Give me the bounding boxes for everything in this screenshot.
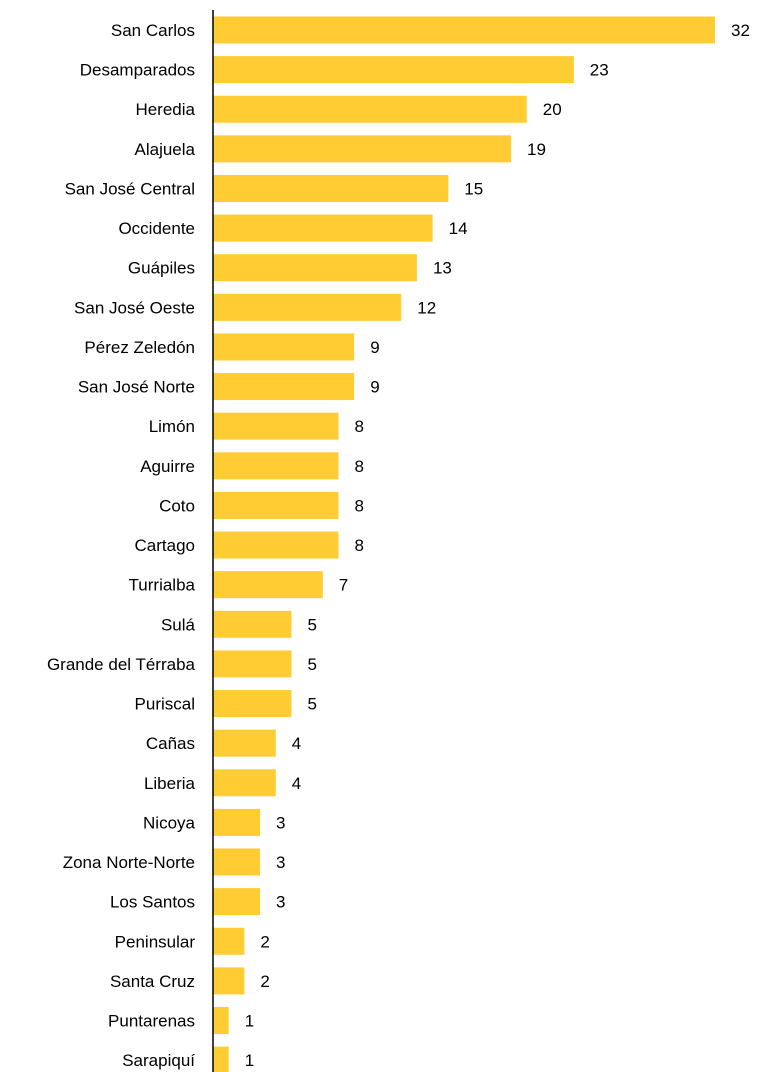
value-label: 3 <box>276 813 285 832</box>
value-label: 8 <box>355 496 364 515</box>
category-label: Cañas <box>146 734 195 753</box>
bar <box>213 452 339 480</box>
value-label: 15 <box>464 179 483 198</box>
category-label: Cartago <box>135 536 195 555</box>
category-label: Grande del Térraba <box>47 655 196 674</box>
category-label: San José Central <box>65 179 195 198</box>
bar <box>213 491 339 519</box>
value-label: 9 <box>370 378 379 397</box>
value-label: 12 <box>417 298 436 317</box>
bar <box>213 135 512 163</box>
category-label: Occidente <box>118 219 195 238</box>
category-label: Liberia <box>144 774 196 793</box>
bar <box>213 888 261 916</box>
bar <box>213 927 245 955</box>
bar <box>213 16 715 44</box>
value-label: 3 <box>276 893 285 912</box>
bar <box>213 293 402 321</box>
value-label: 8 <box>355 417 364 436</box>
category-label: San José Norte <box>78 378 195 397</box>
category-label: Santa Cruz <box>110 972 195 991</box>
bars-group <box>213 16 715 1072</box>
value-label: 4 <box>292 734 301 753</box>
bar <box>213 214 433 242</box>
category-label: Sarapiquí <box>122 1051 195 1070</box>
value-label: 19 <box>527 140 546 159</box>
category-label: Los Santos <box>110 893 195 912</box>
bar <box>213 412 339 440</box>
category-label: Puriscal <box>135 695 195 714</box>
bar <box>213 808 261 836</box>
bar <box>213 333 355 361</box>
bar <box>213 769 276 797</box>
bar <box>213 531 339 559</box>
value-label: 2 <box>260 972 269 991</box>
category-label: Puntarenas <box>108 1012 195 1031</box>
category-label: San Carlos <box>111 21 195 40</box>
value-label: 8 <box>355 536 364 555</box>
category-label: Guápiles <box>128 259 195 278</box>
value-label: 4 <box>292 774 301 793</box>
category-label: Sulá <box>161 615 196 634</box>
bar <box>213 1007 229 1034</box>
category-label: Coto <box>159 496 195 515</box>
bar <box>213 610 292 638</box>
category-label: Pérez Zeledón <box>84 338 195 357</box>
value-label: 1 <box>245 1012 254 1031</box>
bar <box>213 254 417 282</box>
bar <box>213 650 292 678</box>
bar <box>213 95 527 123</box>
value-label: 2 <box>260 932 269 951</box>
category-label: Peninsular <box>115 932 196 951</box>
value-label: 5 <box>307 615 316 634</box>
value-label: 13 <box>433 259 452 278</box>
value-label: 32 <box>731 21 750 40</box>
category-label: Aguirre <box>140 457 195 476</box>
value-label: 20 <box>543 100 562 119</box>
value-label: 5 <box>307 695 316 714</box>
bar <box>213 571 323 599</box>
bar <box>213 373 355 401</box>
bar <box>213 729 276 757</box>
value-label: 23 <box>590 61 609 80</box>
value-label: 7 <box>339 576 348 595</box>
value-label: 8 <box>355 457 364 476</box>
value-label: 5 <box>307 655 316 674</box>
category-label: Limón <box>149 417 195 436</box>
value-label: 3 <box>276 853 285 872</box>
bar <box>213 848 261 876</box>
category-label: Heredia <box>135 100 195 119</box>
bar <box>213 967 245 995</box>
bar <box>213 690 292 718</box>
category-label: Zona Norte-Norte <box>63 853 195 872</box>
bar <box>213 1046 229 1072</box>
category-label: San José Oeste <box>74 298 195 317</box>
category-labels-group: San Carlos Desamparados Heredia Alajuela San… <box>47 21 196 1070</box>
bar <box>213 174 449 202</box>
category-label: Turrialba <box>129 576 196 595</box>
value-label: 9 <box>370 338 379 357</box>
category-label: Desamparados <box>80 61 195 80</box>
value-label: 1 <box>245 1051 254 1070</box>
category-label: Nicoya <box>143 813 196 832</box>
category-label: Alajuela <box>135 140 196 159</box>
bar <box>213 56 574 84</box>
value-label: 14 <box>449 219 468 238</box>
